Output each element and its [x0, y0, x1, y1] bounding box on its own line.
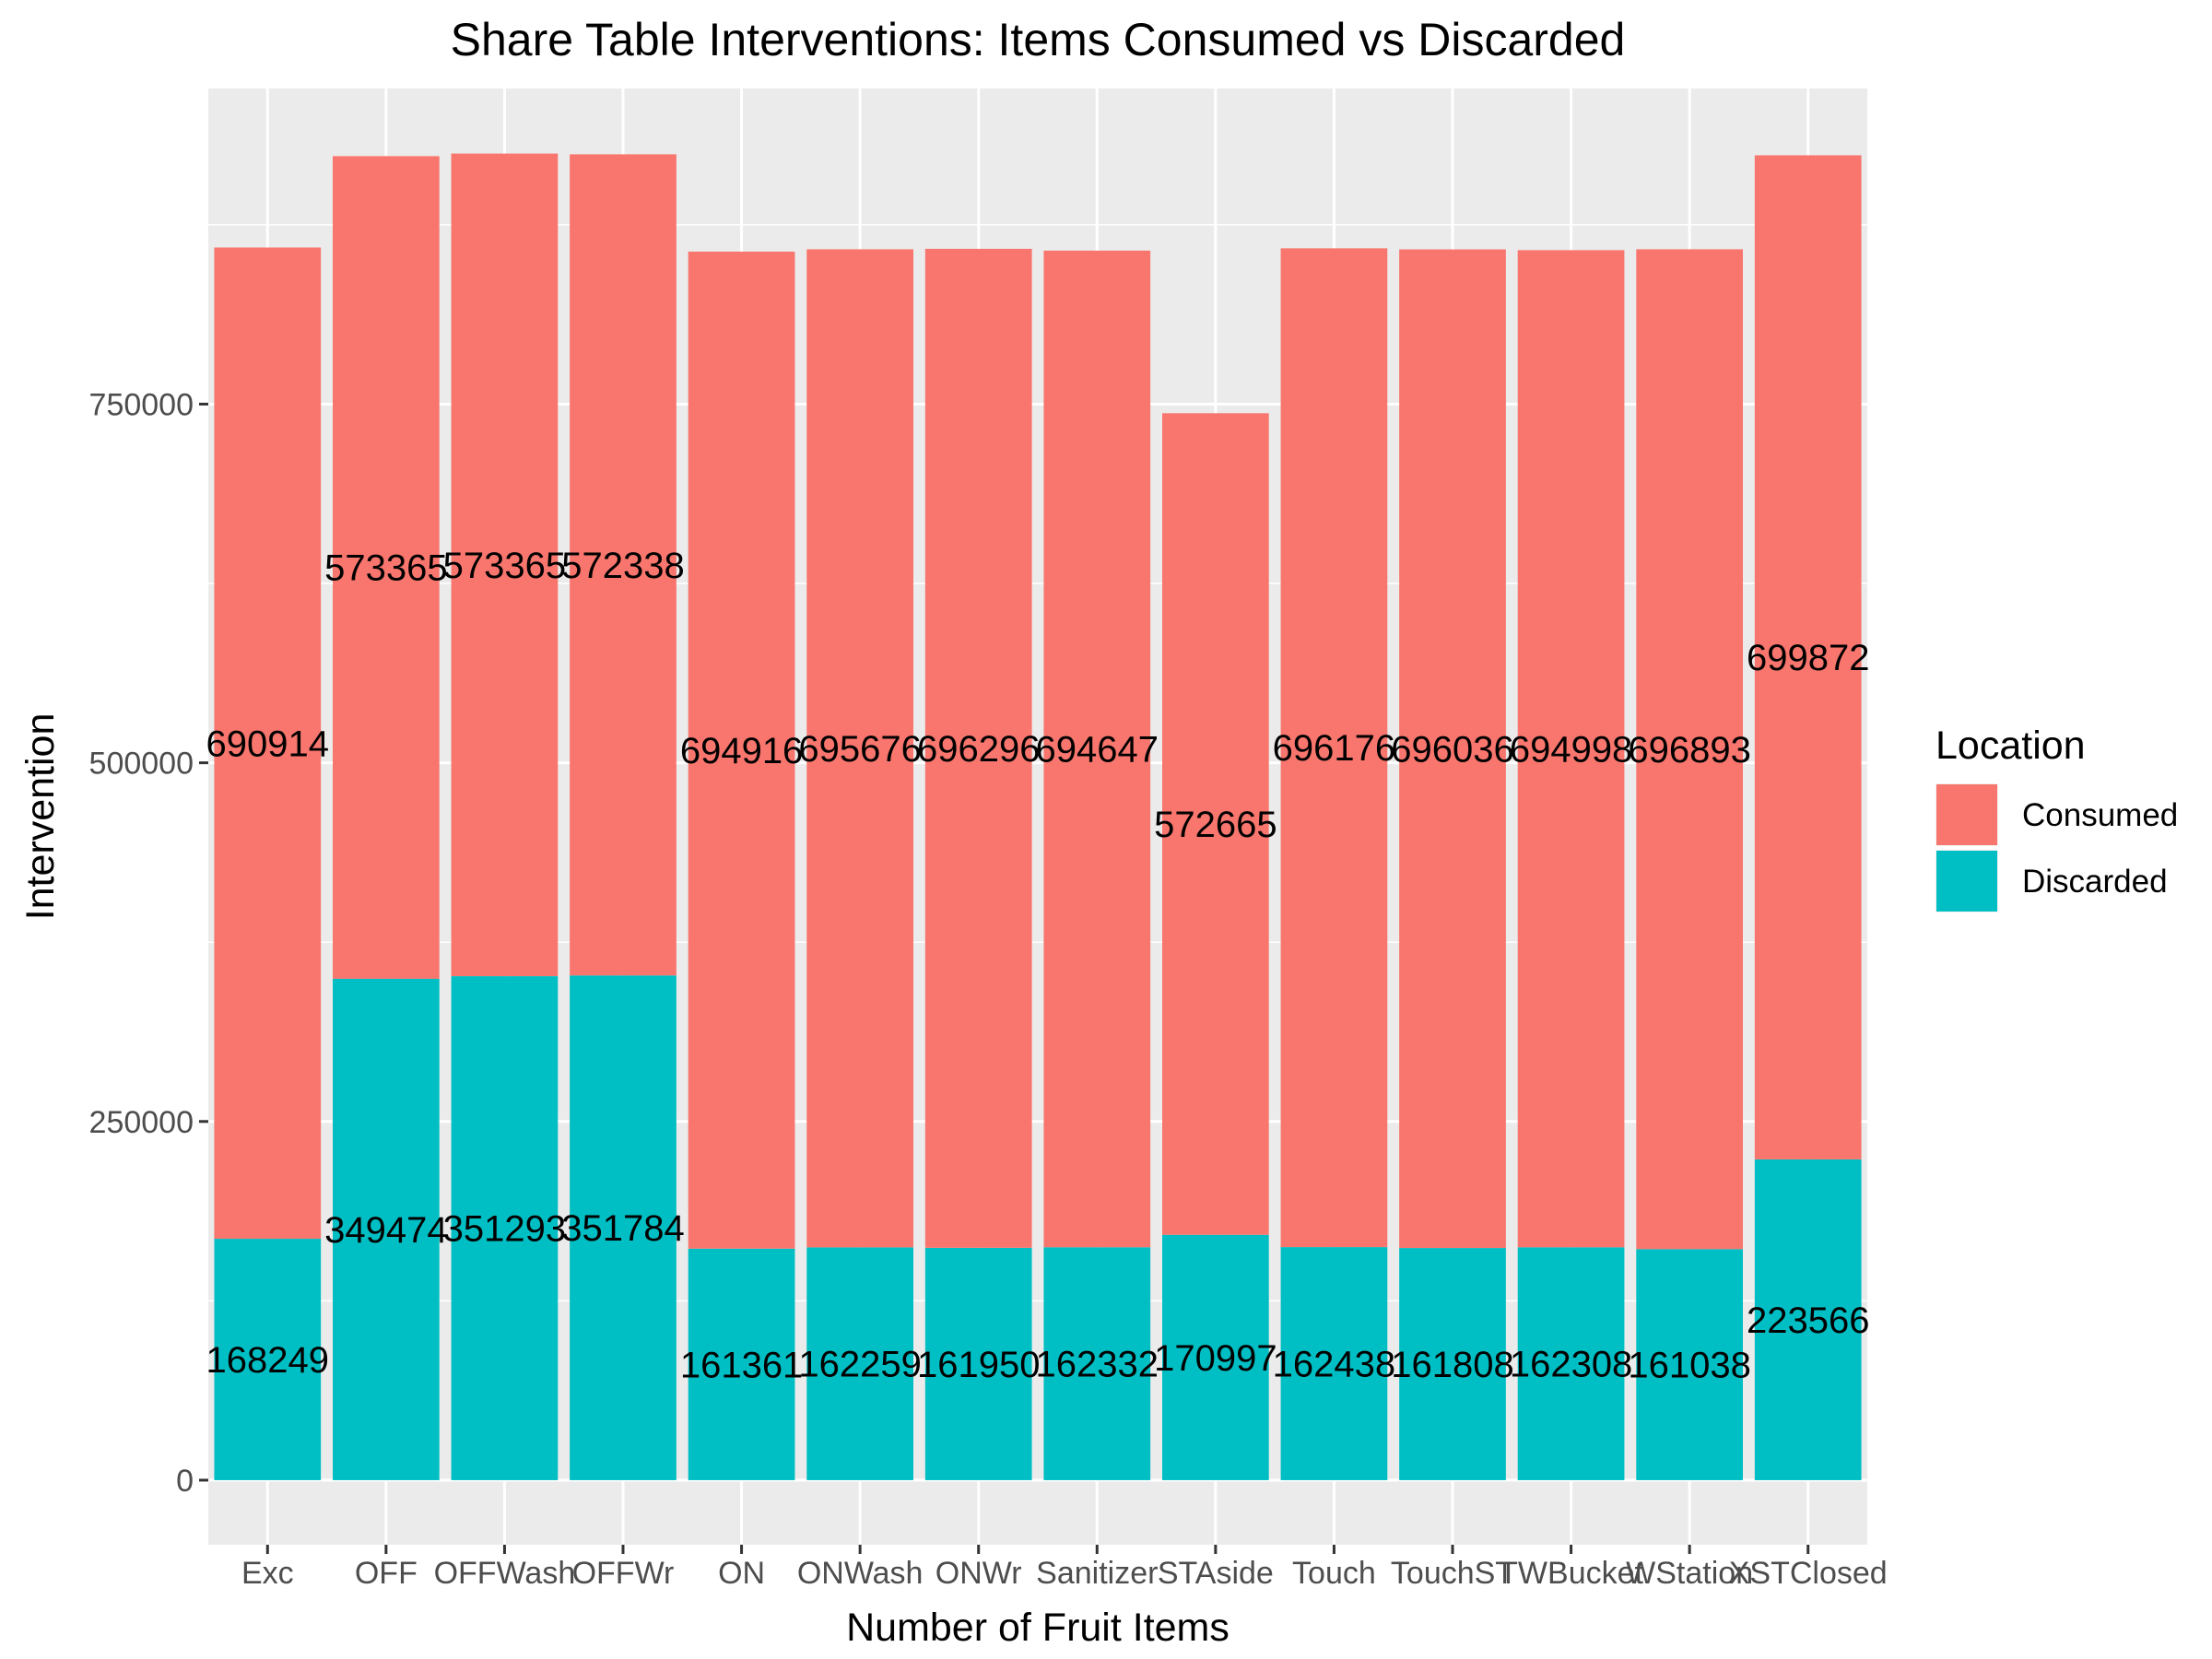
x-tick-label: TWBucket: [1499, 1556, 1643, 1591]
data-label-consumed: 694916: [680, 731, 803, 771]
data-label-discarded: 351293: [443, 1209, 566, 1250]
data-label-consumed: 694647: [1036, 730, 1159, 771]
data-label-consumed: 573365: [324, 548, 447, 589]
x-tick-label: ONWr: [935, 1556, 1022, 1591]
x-tick-label: OFFWash: [434, 1556, 576, 1591]
y-tick-label: 0: [176, 1464, 194, 1499]
legend-items: Consumed Discarded: [1936, 783, 2178, 912]
data-label-consumed: 699872: [1747, 638, 1869, 678]
bar-consumed: [924, 248, 1032, 1248]
bar-discarded: [1399, 1248, 1506, 1480]
bar-discarded: [1636, 1249, 1743, 1480]
x-tick-label: WStation: [1626, 1556, 1753, 1591]
data-label-discarded: 162259: [798, 1345, 921, 1385]
data-label-consumed: 695676: [798, 729, 921, 770]
data-label-discarded: 162332: [1036, 1345, 1159, 1385]
x-tick-label: OFFWr: [572, 1556, 675, 1591]
data-label-discarded: 349474: [324, 1210, 447, 1251]
data-label-discarded: 162308: [1510, 1345, 1632, 1385]
bar-discarded: [806, 1247, 913, 1480]
data-label-discarded: 223566: [1747, 1300, 1869, 1341]
chart-title: Share Table Interventions: Items Consume…: [451, 14, 1626, 65]
x-tick-label: Exc: [241, 1556, 294, 1591]
legend-swatch: [1936, 784, 1997, 845]
bar-consumed: [214, 247, 322, 1240]
bar-discarded: [570, 975, 677, 1480]
x-tick-label: TouchST: [1391, 1556, 1514, 1591]
bar-consumed: [1636, 249, 1743, 1250]
bar-consumed: [1754, 155, 1862, 1159]
data-label-discarded: 351784: [561, 1208, 684, 1249]
x-tick-label: XSTClosed: [1729, 1556, 1888, 1591]
data-label-consumed: 694998: [1510, 729, 1632, 770]
data-label-consumed: 696176: [1273, 728, 1395, 769]
x-tick-label: Touch: [1292, 1556, 1376, 1591]
data-labels: 168249 690914 349474 573365 351293 573365 3517…: [206, 546, 1870, 1386]
bar-discarded: [924, 1247, 1032, 1480]
y-tick-label: 250000: [89, 1105, 194, 1140]
bar-discarded: [1043, 1247, 1151, 1480]
data-label-discarded: 161361: [680, 1345, 803, 1385]
data-label-discarded: 162438: [1273, 1345, 1395, 1385]
y-axis-title: Intervention: [18, 713, 63, 921]
bar-discarded: [451, 976, 559, 1480]
x-axis-title: Number of Fruit Items: [846, 1606, 1230, 1650]
bar-consumed: [688, 252, 795, 1249]
bar-consumed: [1517, 250, 1625, 1248]
legend-swatch: [1936, 851, 1997, 912]
y-tick-label: 500000: [89, 747, 194, 782]
bar-consumed: [806, 249, 913, 1248]
bar-discarded: [1162, 1234, 1269, 1480]
data-label-consumed: 573365: [443, 546, 566, 586]
x-tick-label: Sanitizer: [1036, 1556, 1158, 1591]
x-tick-label: STAside: [1158, 1556, 1274, 1591]
y-tick-label: 750000: [89, 387, 194, 422]
bar-consumed: [570, 154, 677, 976]
legend: Location Consumed Discarded: [1936, 724, 2178, 912]
bars: [214, 153, 1862, 1480]
bar-consumed: [1162, 413, 1269, 1235]
bar-consumed: [1399, 249, 1506, 1249]
bar-discarded: [214, 1239, 322, 1480]
data-label-consumed: 572338: [561, 546, 684, 586]
data-label-discarded: 161808: [1391, 1345, 1513, 1385]
data-label-consumed: 696296: [917, 729, 1040, 770]
bar-consumed: [451, 153, 559, 977]
data-label-consumed: 696893: [1628, 730, 1750, 771]
data-label-consumed: 572665: [1154, 805, 1277, 845]
x-tick-label: ON: [718, 1556, 765, 1591]
data-label-consumed: 696036: [1391, 729, 1513, 770]
bar-discarded: [1280, 1247, 1388, 1480]
bar-discarded: [688, 1248, 795, 1480]
x-tick-label: ONWash: [797, 1556, 924, 1591]
x-tick-label: OFF: [355, 1556, 418, 1591]
data-label-discarded: 161038: [1628, 1346, 1750, 1386]
data-label-consumed: 690914: [206, 724, 329, 764]
legend-title: Location: [1936, 724, 2086, 768]
legend-label: Consumed: [2022, 797, 2178, 833]
bar-discarded: [333, 978, 440, 1480]
bar-discarded: [1754, 1159, 1862, 1480]
bar-consumed: [1280, 248, 1388, 1248]
bar-consumed: [1043, 250, 1151, 1248]
bar-discarded: [1517, 1247, 1625, 1480]
data-label-discarded: 161950: [917, 1345, 1040, 1385]
legend-label: Discarded: [2022, 864, 2168, 900]
data-label-discarded: 168249: [206, 1340, 329, 1381]
bar-consumed: [333, 156, 440, 979]
data-label-discarded: 170997: [1154, 1338, 1277, 1379]
